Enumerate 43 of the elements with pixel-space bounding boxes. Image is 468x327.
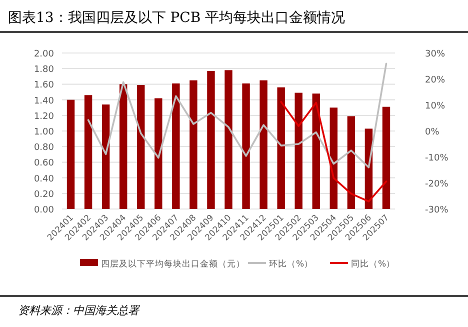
y2-tick-label: 20% <box>425 76 446 86</box>
bar <box>347 116 356 209</box>
bar <box>224 70 232 209</box>
line-series <box>87 62 388 168</box>
y-tick-label: 0.60 <box>34 158 54 169</box>
y-tick-label: 0.40 <box>34 174 54 184</box>
bar <box>119 84 128 209</box>
bar <box>66 100 75 209</box>
y2-tick-label: 30% <box>425 50 446 60</box>
y-tick-label: 1.80 <box>34 65 54 76</box>
y2-tick-label: -20% <box>425 180 449 190</box>
legend-label: 环比（%） <box>269 258 314 270</box>
bar <box>260 80 268 209</box>
bar <box>382 106 390 209</box>
y-tick-label: 0.00 <box>34 206 54 216</box>
y2-tick-label: -10% <box>425 154 449 164</box>
y-tick-label: 1.60 <box>34 80 54 91</box>
y-tick-label: 0.20 <box>34 190 54 200</box>
bar <box>172 83 180 209</box>
title: 图表13：我国四层及以下 PCB 平均每块出口金额情况 <box>8 10 346 26</box>
bar <box>294 92 302 209</box>
bar <box>137 84 145 209</box>
line-series <box>280 100 388 202</box>
bar <box>154 98 162 209</box>
bar <box>330 108 338 209</box>
bar <box>242 83 250 209</box>
bar <box>84 95 92 209</box>
legend-label: 四层及以下平均每块出口金额（元） <box>101 258 245 270</box>
bar <box>207 70 215 209</box>
bar <box>190 80 198 209</box>
y-tick-label: 1.00 <box>34 128 54 138</box>
y-tick-label: 1.20 <box>34 112 54 122</box>
y2-tick-label: 0% <box>425 128 440 138</box>
y-tick-label: 1.40 <box>34 96 54 106</box>
bar <box>277 87 285 209</box>
legend-label: 同比（%） <box>351 258 396 270</box>
y2-tick-label: -30% <box>425 206 449 216</box>
y2-tick-label: 10% <box>425 102 446 112</box>
text: 资料来源：中国海关总署 <box>18 304 140 317</box>
y-tick-label: 2.00 <box>34 50 54 60</box>
y-tick-label: 0.80 <box>34 143 54 154</box>
bar <box>312 94 320 209</box>
bar <box>102 104 110 209</box>
